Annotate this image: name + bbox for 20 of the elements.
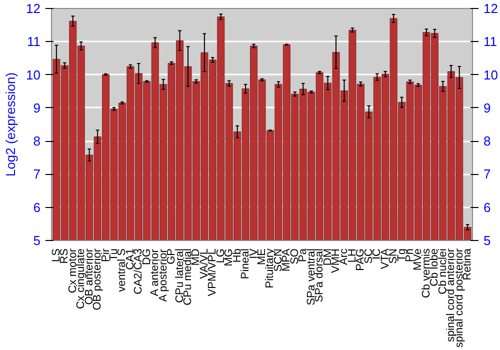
y-tick-label: 10 [26, 67, 41, 82]
y2-tick-label: 10 [484, 67, 498, 82]
y2-tick-label: 11 [484, 34, 497, 50]
y2-tick-label: 5 [484, 233, 491, 248]
y-tick-label: 9 [33, 100, 41, 116]
y2-tick-label: 9 [484, 100, 491, 116]
y2-tick-label: 7 [484, 166, 491, 182]
y-tick-label: 5 [33, 233, 41, 248]
y-axis-title: Log2 (expression) [3, 72, 18, 177]
y2-tick-label: 6 [484, 200, 491, 215]
x-tick-label: Tg [396, 248, 408, 262]
y-tick-label: 7 [33, 166, 41, 182]
y2-tick-label: 8 [484, 134, 491, 149]
y-tick-label: 12 [26, 1, 41, 16]
y-tick-label: 11 [27, 34, 41, 50]
x-tick-label: Retina [462, 248, 474, 280]
y-tick-label: 6 [33, 200, 41, 215]
y2-tick-label: 12 [484, 1, 498, 16]
y-tick-label: 8 [33, 134, 41, 149]
x-tick-label: OB posterior [92, 248, 104, 310]
